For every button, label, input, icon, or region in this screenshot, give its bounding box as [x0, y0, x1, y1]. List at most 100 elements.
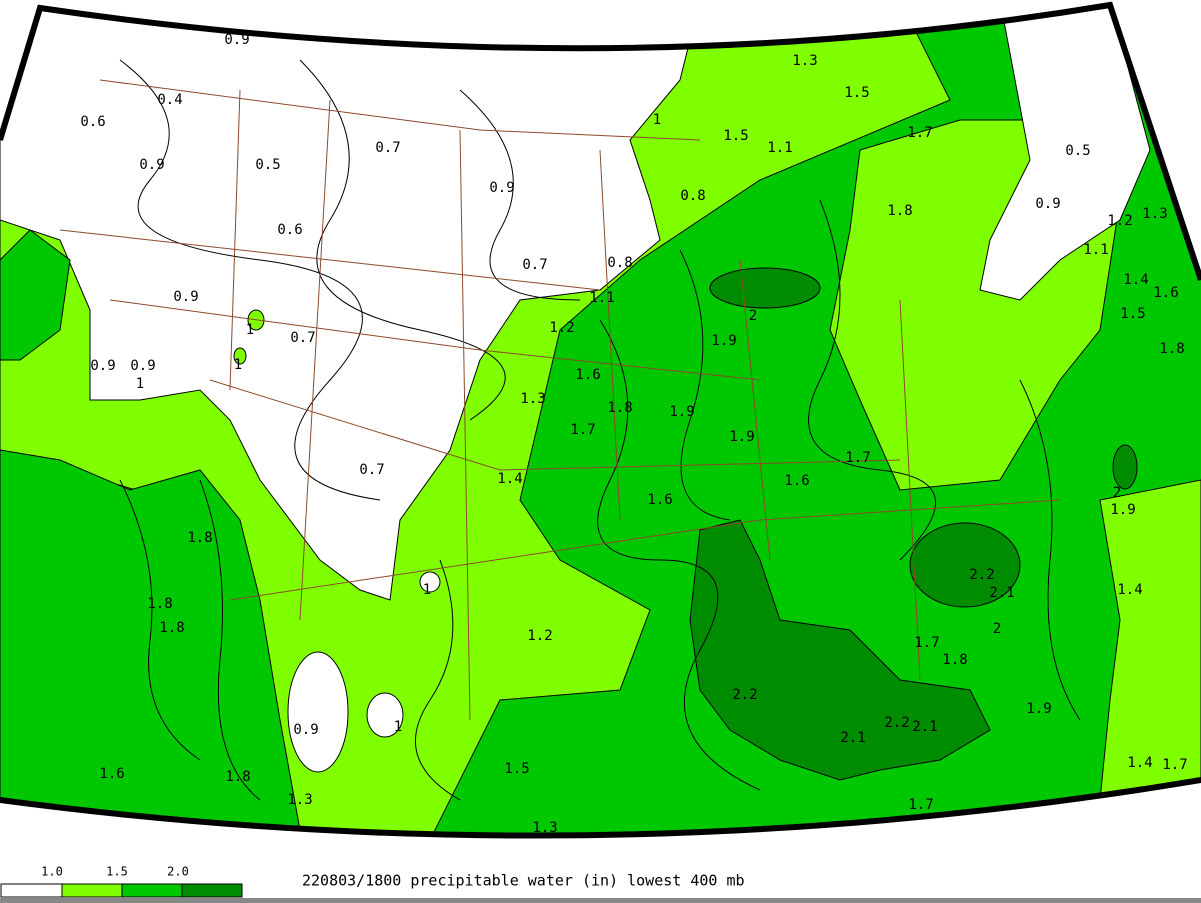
contour-label: 1.9 — [1026, 701, 1051, 717]
contour-label: 1 — [136, 376, 144, 392]
field-white — [366, 692, 404, 738]
contour-label: 0.9 — [224, 32, 249, 48]
contour-label: 0.9 — [1035, 196, 1060, 212]
contour — [1019, 379, 1081, 721]
contour-label: 1.1 — [767, 140, 792, 156]
contour-label: 0.8 — [680, 188, 705, 204]
contour-label: 1.6 — [1153, 285, 1178, 301]
contour-label: 1 — [423, 582, 431, 598]
contour-label: 1.8 — [187, 530, 212, 546]
contour-label: 1 — [234, 357, 242, 373]
contour-label: 1.3 — [532, 820, 557, 836]
contour-label: 0.9 — [139, 157, 164, 173]
contour — [119, 59, 381, 501]
field-dark — [689, 519, 991, 781]
contour-label: 0.9 — [130, 358, 155, 374]
contour-label: 1.8 — [887, 203, 912, 219]
contour-label: 1.4 — [1127, 755, 1152, 771]
contour-label: 1.7 — [845, 450, 870, 466]
contour-label: 0.7 — [375, 140, 400, 156]
legend-label: 1.0 — [41, 865, 63, 879]
contour-label: 1.7 — [570, 422, 595, 438]
legend-swatch — [61, 883, 123, 898]
contour — [415, 559, 461, 801]
field-white — [979, 5, 1151, 301]
contour-label: 2 — [1113, 485, 1121, 501]
map-border — [0, 777, 1201, 839]
legend-swatch — [0, 883, 63, 898]
contour-label: 1.9 — [1110, 502, 1135, 518]
contour-label: 1.3 — [1142, 206, 1167, 222]
contour-label: 0.7 — [290, 330, 315, 346]
contour-label: 0.9 — [489, 180, 514, 196]
field-white — [0, 5, 701, 601]
contour-label: 1.7 — [908, 797, 933, 813]
contour-label: 0.5 — [255, 157, 280, 173]
contour-label: 1.1 — [1083, 242, 1108, 258]
contour-label: 2.1 — [989, 585, 1014, 601]
contour-label: 2 — [993, 621, 1001, 637]
caption: 220803/1800 precipitable water (in) lowe… — [302, 872, 745, 890]
legend: 1.0 1.5 2.0 — [0, 865, 243, 898]
contour-label: 1.3 — [287, 792, 312, 808]
contour — [119, 479, 201, 761]
contour-label: 2 — [749, 308, 757, 324]
contour-label: 1.2 — [527, 628, 552, 644]
contour-label: 1.6 — [784, 473, 809, 489]
field-dark — [909, 522, 1021, 608]
contour-label: 1.9 — [729, 429, 754, 445]
contour-label: 1.6 — [575, 367, 600, 383]
contour — [808, 199, 937, 561]
contour-label: 2.1 — [912, 719, 937, 735]
contour-label: 0.4 — [157, 92, 182, 108]
contour-label: 1.5 — [1120, 306, 1145, 322]
contour-label: 1.8 — [942, 652, 967, 668]
contour-label: 1.2 — [549, 320, 574, 336]
contour-label: 1 — [246, 322, 254, 338]
contour-label: 1.8 — [1159, 341, 1184, 357]
contour — [199, 479, 261, 801]
map-border — [0, 1, 1201, 281]
contour-label: 0.6 — [277, 222, 302, 238]
contour-labels: 0.9 0.4 0.6 0.9 0.5 0.7 0.9 0.6 0.7 0.8 0.9 0.7 1 1 0.… — [80, 32, 1187, 836]
contour-label: 0.7 — [359, 462, 384, 478]
contour-label: 1.6 — [99, 766, 124, 782]
legend-swatch — [121, 883, 183, 898]
contour-label: 1 — [653, 112, 661, 128]
contour-label: 1.9 — [669, 404, 694, 420]
field-dark — [1112, 444, 1138, 490]
bottom-bar — [0, 898, 1201, 903]
legend-swatch — [181, 883, 243, 898]
contour — [459, 89, 581, 301]
contour-label: 2.2 — [732, 687, 757, 703]
contour-label: 2.2 — [884, 715, 909, 731]
contour-label: 1.7 — [907, 125, 932, 141]
field-light — [233, 347, 247, 365]
field-white — [419, 571, 441, 593]
field-dark — [709, 267, 821, 309]
contour-label: 0.7 — [522, 257, 547, 273]
contour-label: 1.8 — [607, 400, 632, 416]
contour — [597, 319, 761, 791]
contour-label: 1.6 — [647, 492, 672, 508]
contour-label: 1.1 — [589, 290, 614, 306]
contour-label: 1.8 — [147, 596, 172, 612]
contour-label: 1.4 — [1117, 582, 1142, 598]
contour-label: 0.9 — [173, 289, 198, 305]
contour-label: 0.5 — [1065, 143, 1090, 159]
contour-label: 1.5 — [504, 761, 529, 777]
field-medium — [0, 229, 71, 361]
contour — [299, 59, 506, 421]
contour-label: 2.1 — [840, 730, 865, 746]
contour-label: 1.8 — [225, 769, 250, 785]
contour-label: 1.8 — [159, 620, 184, 636]
contour-label: 1.5 — [844, 85, 869, 101]
legend-label: 2.0 — [167, 865, 189, 879]
contour-label: 1.3 — [520, 391, 545, 407]
contour-label: 1.2 — [1107, 213, 1132, 229]
legend-label: 1.5 — [106, 865, 128, 879]
state-border — [59, 79, 1061, 721]
contour-label: 0.9 — [293, 722, 318, 738]
contour-label: 0.6 — [80, 114, 105, 130]
